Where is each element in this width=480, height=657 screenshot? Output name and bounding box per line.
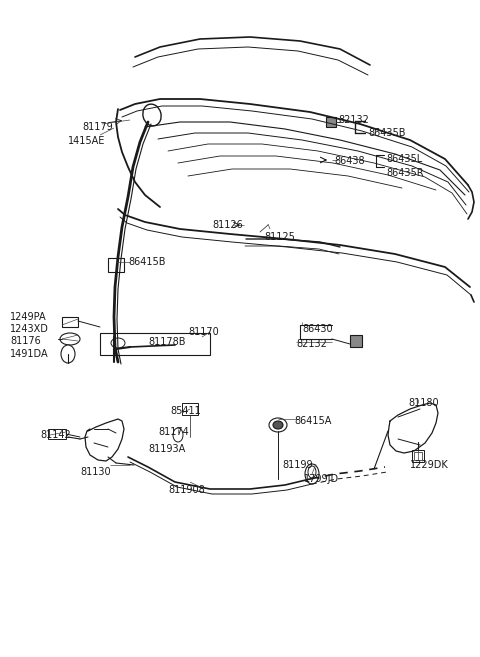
Text: 86438: 86438	[334, 156, 365, 166]
Text: 81142: 81142	[40, 430, 71, 440]
Text: 86435L: 86435L	[386, 154, 422, 164]
Ellipse shape	[111, 338, 125, 348]
Bar	[108, 258, 124, 272]
Bar	[100, 333, 210, 355]
Text: 81199: 81199	[282, 460, 312, 470]
Bar	[326, 117, 336, 127]
Bar	[350, 335, 362, 347]
Text: 81125: 81125	[264, 232, 295, 242]
Bar	[48, 429, 66, 439]
Text: 1229DK: 1229DK	[410, 460, 449, 470]
Bar	[62, 317, 78, 327]
Text: 81170: 81170	[188, 327, 219, 337]
Text: 1415AE: 1415AE	[68, 136, 106, 146]
Text: 81180: 81180	[408, 398, 439, 408]
Text: 81178B: 81178B	[148, 337, 185, 347]
Ellipse shape	[308, 466, 316, 478]
Text: 86415B: 86415B	[128, 257, 166, 267]
Ellipse shape	[143, 104, 161, 126]
Text: 81126: 81126	[212, 220, 243, 230]
Text: 81176: 81176	[10, 336, 41, 346]
Text: 1491DA: 1491DA	[10, 349, 48, 359]
Text: 86415A: 86415A	[294, 416, 331, 426]
Bar	[414, 452, 422, 460]
Ellipse shape	[273, 421, 283, 429]
Bar	[412, 450, 424, 462]
Text: 86435R: 86435R	[386, 168, 424, 178]
Text: 86430: 86430	[302, 324, 333, 334]
Text: 81130: 81130	[80, 467, 110, 477]
Text: 1249PA: 1249PA	[10, 312, 47, 322]
Text: 1799JD: 1799JD	[304, 474, 339, 484]
Text: 811908: 811908	[168, 485, 205, 495]
Ellipse shape	[60, 333, 80, 345]
Text: 82132: 82132	[296, 339, 327, 349]
Text: 81179: 81179	[82, 122, 113, 132]
Text: 82132: 82132	[338, 115, 369, 125]
Text: 86435B: 86435B	[368, 128, 406, 138]
Text: 1243XD: 1243XD	[10, 324, 49, 334]
Text: 85411: 85411	[170, 406, 201, 416]
Ellipse shape	[269, 418, 287, 432]
Ellipse shape	[305, 464, 319, 484]
Ellipse shape	[173, 428, 183, 442]
Ellipse shape	[61, 345, 75, 363]
Text: 81193A: 81193A	[148, 444, 185, 454]
Text: 81174: 81174	[158, 427, 189, 437]
Bar	[182, 403, 198, 415]
